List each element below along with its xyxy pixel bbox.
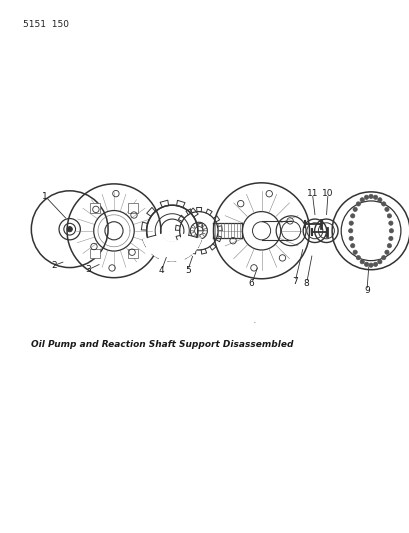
Circle shape xyxy=(348,221,353,225)
Bar xyxy=(128,203,137,213)
Wedge shape xyxy=(142,233,202,262)
Circle shape xyxy=(377,198,381,202)
Text: 5: 5 xyxy=(184,266,190,274)
Circle shape xyxy=(352,207,356,212)
Text: 8: 8 xyxy=(303,279,309,287)
Circle shape xyxy=(359,260,364,264)
Circle shape xyxy=(67,227,72,232)
Circle shape xyxy=(388,236,392,240)
Circle shape xyxy=(348,236,353,240)
Circle shape xyxy=(364,195,368,199)
Text: 5151  150: 5151 150 xyxy=(22,20,68,29)
Circle shape xyxy=(355,202,360,206)
Circle shape xyxy=(381,202,385,206)
Bar xyxy=(128,249,137,259)
Circle shape xyxy=(384,250,388,254)
Circle shape xyxy=(368,195,372,199)
Text: 2: 2 xyxy=(51,261,57,270)
Circle shape xyxy=(364,262,368,266)
Text: 4: 4 xyxy=(158,266,164,274)
Circle shape xyxy=(348,229,352,233)
Text: 1: 1 xyxy=(42,192,48,200)
Circle shape xyxy=(381,255,385,260)
Circle shape xyxy=(350,244,354,248)
Circle shape xyxy=(355,255,360,260)
Circle shape xyxy=(359,198,364,202)
Text: 7: 7 xyxy=(292,277,297,286)
Circle shape xyxy=(387,214,391,218)
Text: 11: 11 xyxy=(306,189,317,198)
Circle shape xyxy=(377,260,381,264)
Circle shape xyxy=(388,229,393,233)
Circle shape xyxy=(368,263,372,268)
Text: 10: 10 xyxy=(321,189,333,198)
Circle shape xyxy=(388,221,392,225)
Circle shape xyxy=(350,214,354,218)
Bar xyxy=(90,203,99,213)
Text: .: . xyxy=(252,315,255,325)
Text: 6: 6 xyxy=(248,279,254,288)
Circle shape xyxy=(387,244,391,248)
Circle shape xyxy=(373,262,377,266)
Bar xyxy=(90,249,99,259)
Text: Oil Pump and Reaction Shaft Support Disassembled: Oil Pump and Reaction Shaft Support Disa… xyxy=(31,340,292,349)
Circle shape xyxy=(352,250,356,254)
Text: 3: 3 xyxy=(85,265,91,274)
Circle shape xyxy=(384,207,388,212)
Text: 9: 9 xyxy=(363,286,369,295)
Circle shape xyxy=(373,195,377,199)
